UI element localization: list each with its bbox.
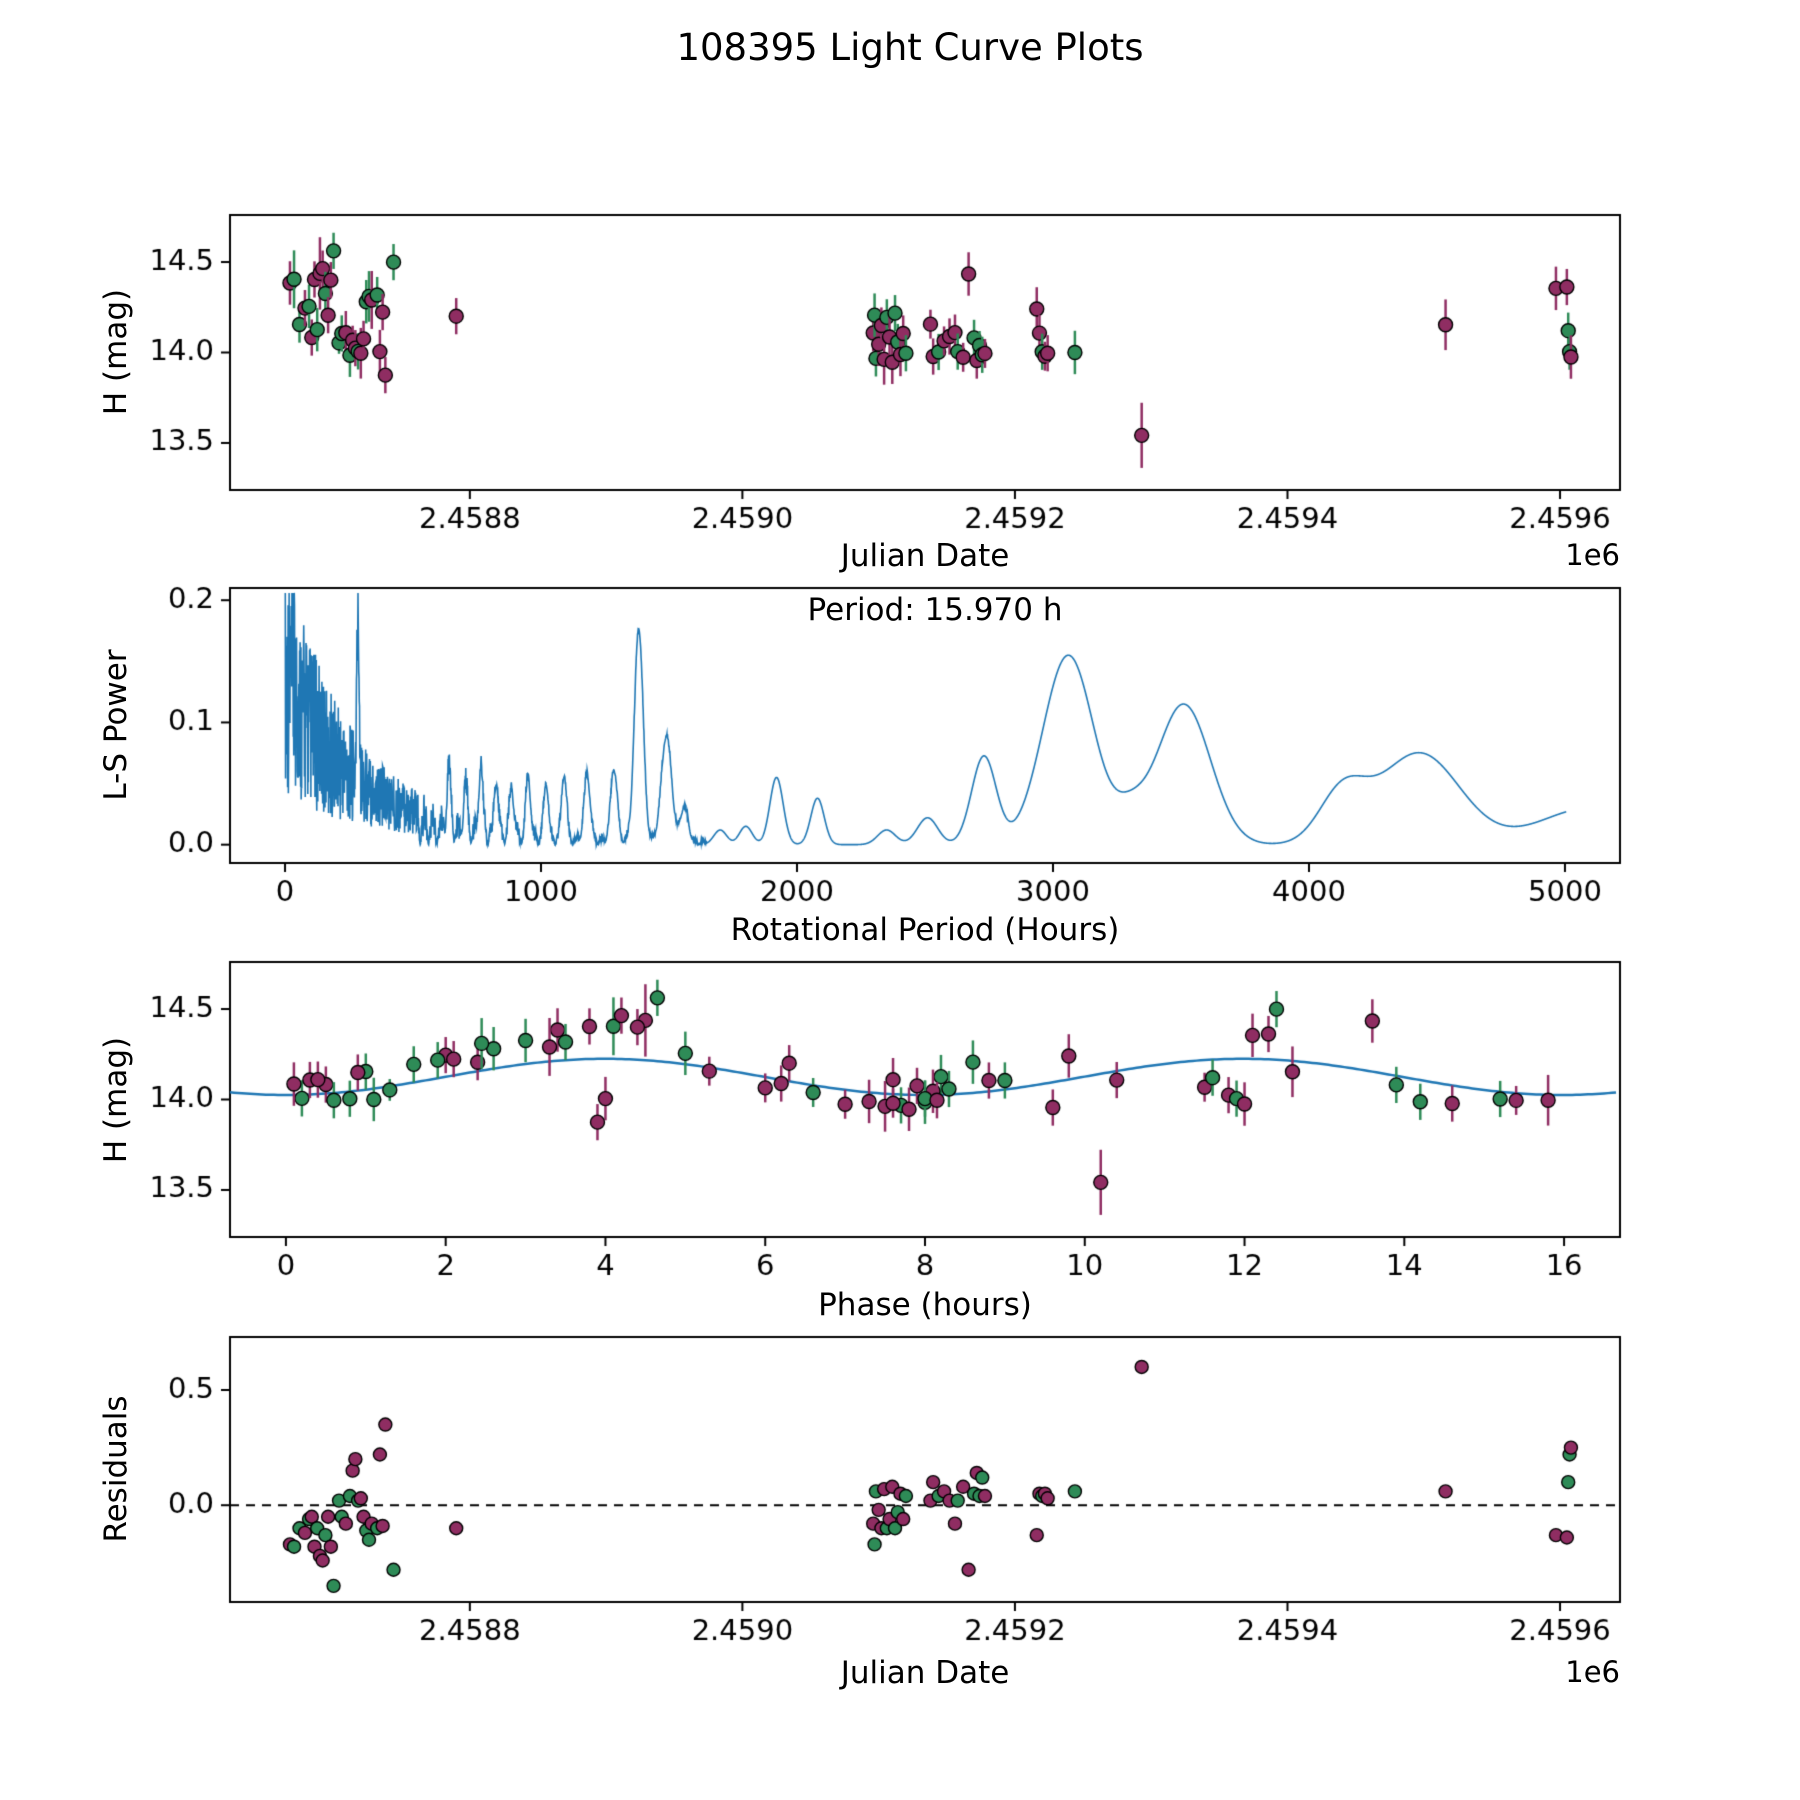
phase-plot-ylabel: H (mag) (98, 1036, 134, 1164)
period-annotation: Period: 15.970 h (807, 592, 1063, 628)
residuals-offset-label: 1e6 (1565, 1655, 1620, 1689)
jd-plot-offset-label: 1e6 (1565, 538, 1620, 572)
jd-plot-ylabel: H (mag) (98, 288, 134, 416)
jd-plot-xlabel: Julian Date (840, 538, 1010, 574)
residuals-xlabel: Julian Date (840, 1655, 1010, 1691)
phase-plot-xlabel: Phase (hours) (818, 1287, 1032, 1323)
figure-title: 108395 Light Curve Plots (676, 26, 1144, 69)
periodogram-xlabel: Rotational Period (Hours) (730, 912, 1120, 948)
residuals-ylabel: Residuals (98, 1395, 134, 1543)
periodogram-ylabel: L-S Power (98, 649, 134, 801)
